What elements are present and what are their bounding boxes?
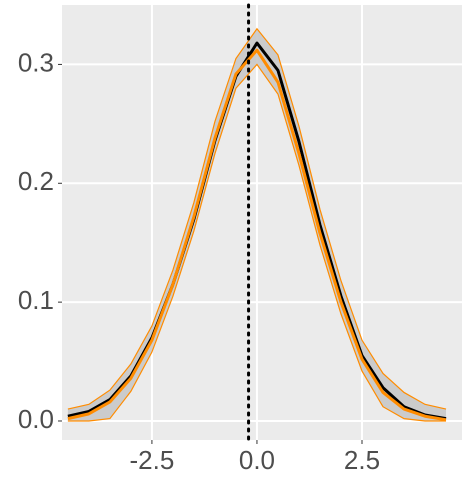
y-tick-label: 0.3 — [18, 47, 54, 77]
band-edge — [67, 27, 447, 410]
x-tick-label: -2.5 — [130, 445, 175, 475]
x-tick-label: 0.0 — [239, 445, 275, 475]
y-tick-label: 0.1 — [18, 285, 54, 315]
band-edge — [67, 63, 447, 422]
x-tick-label: 2.5 — [344, 445, 380, 475]
y-tick-label: 0.0 — [18, 404, 54, 434]
y-tick-label: 0.2 — [18, 166, 54, 196]
line — [67, 48, 447, 422]
